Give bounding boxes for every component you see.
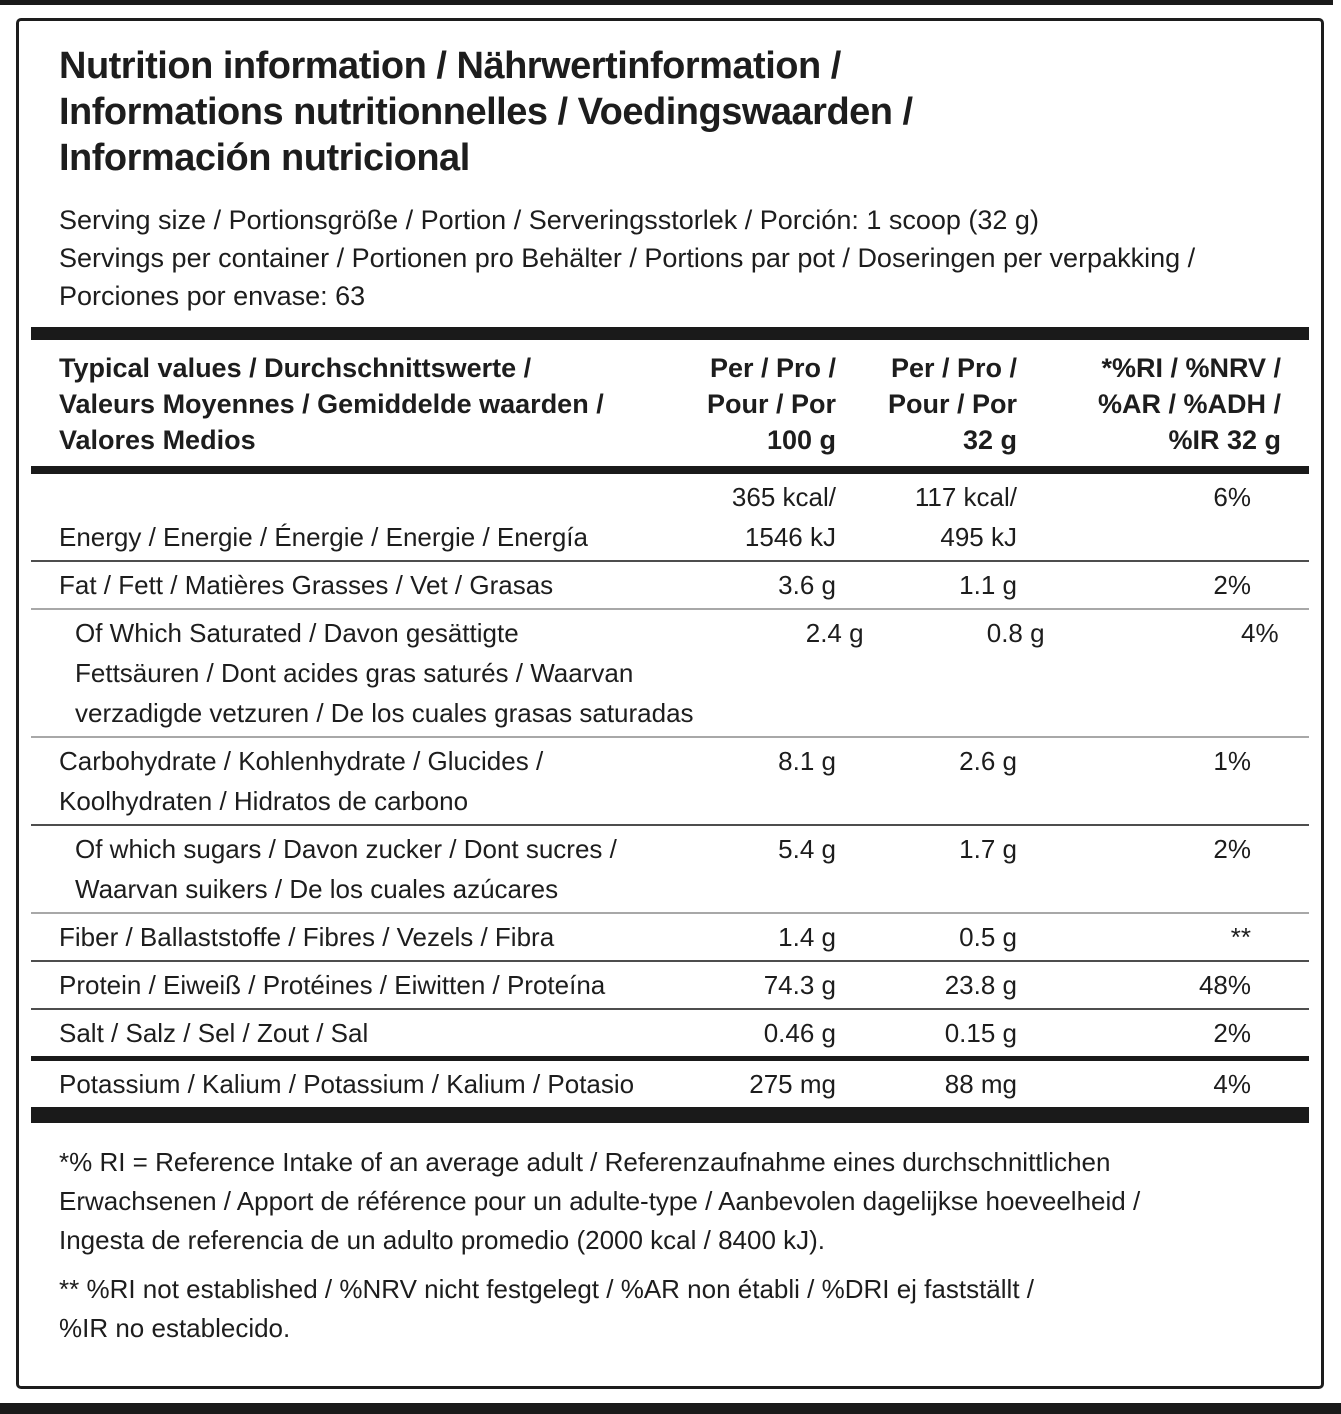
table-row-carbohydrate: Carbohydrate / Kohlenhydrate / Glucides … bbox=[31, 738, 1309, 826]
value-per-32g: 2.6 g bbox=[959, 746, 1017, 776]
value-per-100g: 2.4 g bbox=[805, 618, 864, 648]
serving-info: Serving size / Portionsgröße / Portion /… bbox=[59, 201, 1281, 315]
value-ri: ** bbox=[1230, 922, 1251, 952]
value-per-100g: 8.1 g bbox=[778, 746, 836, 776]
table-row-saturated-fat: Of Which Saturated / Davon gesättigte Fe… bbox=[31, 610, 1309, 738]
row-label: Energy / Energie / Énergie / Energie / E… bbox=[59, 522, 588, 552]
row-label: Of Which Saturated / Davon gesättigte Fe… bbox=[75, 618, 694, 728]
value-ri: 2% bbox=[1213, 834, 1251, 864]
page-title: Nutrition information / Nährwertinformat… bbox=[59, 43, 1281, 181]
row-label: Of which sugars / Davon zucker / Dont su… bbox=[75, 834, 617, 904]
value-per-100g: 365 kcal/ bbox=[731, 482, 836, 512]
value-ri: 6% bbox=[1213, 482, 1251, 512]
table-row-sugars: Of which sugars / Davon zucker / Dont su… bbox=[31, 826, 1309, 914]
value-per-32g: 117 kcal/ bbox=[914, 482, 1017, 512]
table-header-bottom-bar bbox=[31, 466, 1309, 474]
value-per-100g: 1546 kJ bbox=[744, 522, 836, 552]
table-top-bar bbox=[31, 327, 1309, 340]
row-label: Protein / Eiweiß / Protéines / Eiwitten … bbox=[59, 970, 606, 1000]
serving-size-text: Serving size / Portionsgröße / Portion /… bbox=[59, 205, 1039, 235]
row-label: Fat / Fett / Matières Grasses / Vet / Gr… bbox=[59, 570, 554, 600]
row-label: Carbohydrate / Kohlenhydrate / Glucides … bbox=[59, 746, 544, 816]
value-ri: 4% bbox=[1240, 618, 1279, 648]
value-per-32g: 88 mg bbox=[944, 1069, 1017, 1099]
table-row-potassium: Potassium / Kalium / Potassium / Kalium … bbox=[31, 1061, 1309, 1107]
page-title-line: Información nutricional bbox=[59, 137, 470, 179]
value-per-32g: 0.8 g bbox=[986, 618, 1045, 648]
page-title-line: Informations nutritionnelles / Voedingsw… bbox=[59, 91, 913, 133]
bottom-border-bar bbox=[0, 1403, 1341, 1414]
value-per-100g: 74.3 g bbox=[763, 970, 836, 1000]
value-ri: 2% bbox=[1213, 570, 1251, 600]
top-border-bar bbox=[0, 0, 1333, 5]
value-ri: 1% bbox=[1213, 746, 1251, 776]
footnotes: *% RI = Reference Intake of an average a… bbox=[31, 1143, 1309, 1348]
value-per-32g: 23.8 g bbox=[944, 970, 1017, 1000]
value-per-32g: 1.1 g bbox=[959, 570, 1017, 600]
value-per-100g: 3.6 g bbox=[778, 570, 836, 600]
column-header-per-100g: Per / Pro / Pour / Por 100 g bbox=[706, 353, 836, 455]
value-ri: 48% bbox=[1198, 970, 1251, 1000]
value-per-100g: 0.46 g bbox=[763, 1018, 836, 1048]
value-per-100g: 275 mg bbox=[749, 1069, 836, 1099]
footnote-reference-intake: *% RI = Reference Intake of an average a… bbox=[59, 1147, 1141, 1255]
row-label: Fiber / Ballaststoffe / Fibres / Vezels … bbox=[59, 922, 555, 952]
table-row-protein: Protein / Eiweiß / Protéines / Eiwitten … bbox=[31, 962, 1309, 1010]
table-bottom-bar bbox=[31, 1107, 1309, 1123]
row-label: Salt / Salz / Sel / Zout / Sal bbox=[59, 1018, 369, 1048]
column-header-typical-values: Typical values / Durchschnittswerte / Va… bbox=[59, 353, 604, 455]
row-label: Potassium / Kalium / Potassium / Kalium … bbox=[59, 1069, 635, 1099]
column-header-reference-intake: *%RI / %NRV / %AR / %ADH / %IR 32 g bbox=[1097, 353, 1281, 455]
table-row-energy: 365 kcal/ 117 kcal/ 6% Energy / Energie … bbox=[31, 474, 1309, 562]
nutrition-label-box: Nutrition information / Nährwertinformat… bbox=[16, 18, 1324, 1389]
value-per-32g: 1.7 g bbox=[959, 834, 1017, 864]
table-header-row: Typical values / Durchschnittswerte / Va… bbox=[31, 340, 1309, 466]
value-per-100g: 1.4 g bbox=[778, 922, 836, 952]
servings-per-container-text: Porciones por envase: 63 bbox=[59, 281, 366, 311]
table-row-fiber: Fiber / Ballaststoffe / Fibres / Vezels … bbox=[31, 914, 1309, 962]
page-title-line: Nutrition information / Nährwertinformat… bbox=[59, 45, 841, 87]
value-per-32g: 0.15 g bbox=[944, 1018, 1017, 1048]
table-row-salt: Salt / Salz / Sel / Zout / Sal 0.46 g 0.… bbox=[31, 1010, 1309, 1061]
footnote-not-established: ** %RI not established / %NRV nicht fest… bbox=[59, 1274, 1034, 1343]
value-per-32g: 495 kJ bbox=[940, 522, 1017, 552]
value-ri: 4% bbox=[1213, 1069, 1251, 1099]
column-header-per-32g: Per / Pro / Pour / Por 32 g bbox=[887, 353, 1017, 455]
value-per-32g: 0.5 g bbox=[959, 922, 1017, 952]
servings-per-container-text: Servings per container / Portionen pro B… bbox=[59, 243, 1196, 273]
value-ri: 2% bbox=[1213, 1018, 1251, 1048]
table-row-fat: Fat / Fett / Matières Grasses / Vet / Gr… bbox=[31, 562, 1309, 610]
value-per-100g: 5.4 g bbox=[778, 834, 836, 864]
